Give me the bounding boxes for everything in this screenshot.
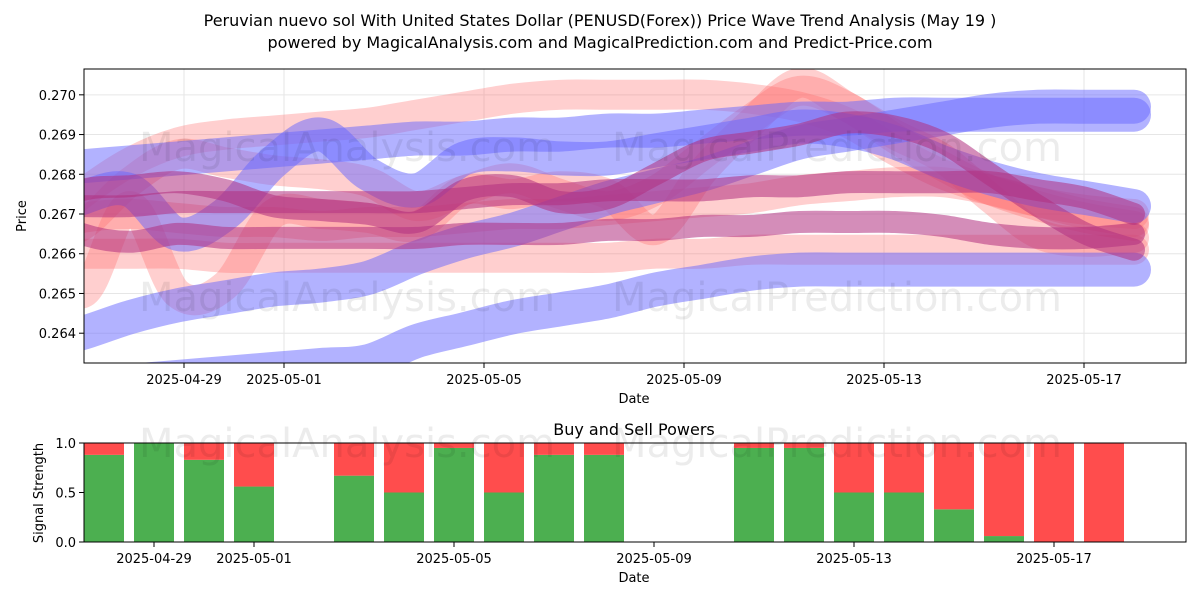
wave-purple-wave-a (84, 111, 1145, 261)
price-y-label: Price (15, 200, 30, 232)
power-x-ticks: 2025-04-29 2025-05-01 2025-05-05 2025-05-09… (116, 542, 1092, 567)
power-y-tick-label: 0.0 (55, 536, 76, 551)
power-x-tick-label: 2025-05-13 (816, 552, 892, 567)
price-x-ticks: 2025-04-29 2025-05-01 2025-05-05 2025-05-09… (146, 363, 1122, 388)
price-x-tick-label: 2025-05-17 (1046, 373, 1122, 388)
watermark-3: MagicalAnalysis.com (139, 275, 555, 321)
power-x-tick-label: 2025-05-05 (416, 552, 492, 567)
chart-title-line2: powered by MagicalAnalysis.com and Magic… (267, 33, 932, 52)
buy-bar (834, 492, 874, 542)
wave-blue-wave-bottom (139, 252, 1151, 363)
power-watermarks: MagicalAnalysis.com MagicalPrediction.co… (139, 421, 1062, 467)
buy-bar (434, 447, 474, 542)
wave-red-band-lower (84, 234, 1149, 274)
power-x-tick-label: 2025-04-29 (116, 552, 192, 567)
sell-bar (934, 443, 974, 510)
sell-bar (334, 443, 374, 476)
price-x-tick-label: 2025-05-13 (846, 373, 922, 388)
sell-bar (584, 443, 624, 455)
buy-bar (184, 459, 224, 542)
price-y-tick-label: 0.268 (39, 168, 76, 183)
sell-bar (384, 443, 424, 493)
buy-bar (84, 454, 124, 542)
sell-bar (484, 443, 524, 493)
power-title: Buy and Sell Powers (553, 420, 715, 439)
price-x-tick-label: 2025-05-05 (446, 373, 522, 388)
sell-bar (734, 443, 774, 448)
price-x-label: Date (618, 392, 649, 407)
price-x-tick-label: 2025-05-09 (646, 373, 722, 388)
price-y-tick-label: 0.264 (39, 327, 76, 342)
power-y-ticks: 0.0 0.5 1.0 (55, 437, 84, 551)
price-y-tick-label: 0.265 (39, 287, 76, 302)
sell-bar (84, 443, 124, 455)
price-y-ticks: 0.264 0.265 0.266 0.267 0.268 0.269 0.270 (39, 89, 84, 342)
buy-bar (784, 447, 824, 542)
buy-bar (134, 443, 174, 542)
power-y-tick-label: 0.5 (55, 487, 76, 502)
power-x-label: Date (618, 571, 649, 586)
power-y-tick-label: 1.0 (55, 437, 76, 452)
power-x-tick-label: 2025-05-17 (1016, 552, 1092, 567)
sell-bar (434, 443, 474, 448)
sell-bar (1034, 443, 1074, 542)
buy-bar (884, 492, 924, 542)
buy-bar (534, 454, 574, 542)
buy-bar (984, 536, 1024, 542)
price-y-tick-label: 0.269 (39, 129, 76, 144)
buy-bar (334, 475, 374, 542)
power-x-tick-label: 2025-05-09 (616, 552, 692, 567)
price-x-tick-label: 2025-04-29 (146, 373, 222, 388)
power-bars (84, 443, 1124, 542)
sell-bar (1084, 443, 1124, 542)
wave-purple-wave-b (84, 210, 1145, 253)
power-plot: Buy and Sell Powers MagicalAnalysis.com … (32, 420, 1187, 586)
power-y-label: Signal Strength (32, 443, 47, 543)
chart-title-line1: Peruvian nuevo sol With United States Do… (204, 11, 997, 30)
sell-bar (784, 443, 824, 448)
power-x-tick-label: 2025-05-01 (216, 552, 292, 567)
sell-bar (884, 443, 924, 493)
sell-bar (234, 443, 274, 487)
watermark-2: MagicalPrediction.com (612, 125, 1062, 171)
price-y-tick-label: 0.270 (39, 89, 76, 104)
price-x-tick-label: 2025-05-01 (246, 373, 322, 388)
wave-blue-wave-mid (84, 109, 1151, 252)
buy-bar (734, 447, 774, 542)
watermark-5: MagicalAnalysis.com (139, 421, 555, 467)
price-y-tick-label: 0.266 (39, 248, 76, 263)
sell-bar (184, 443, 224, 460)
watermark-6: MagicalPrediction.com (612, 421, 1062, 467)
price-plot: MagicalAnalysis.com MagicalPrediction.co… (15, 68, 1187, 407)
sell-bar (834, 443, 874, 493)
price-plot-frame (83, 68, 1187, 364)
buy-bar (584, 454, 624, 542)
buy-bar (934, 509, 974, 542)
buy-bar (484, 492, 524, 542)
sell-bar (984, 443, 1024, 537)
buy-bar (384, 492, 424, 542)
price-watermarks: MagicalAnalysis.com MagicalPrediction.co… (139, 125, 1062, 321)
sell-bar (534, 443, 574, 455)
price-waves (84, 69, 1151, 363)
watermark-4: MagicalPrediction.com (612, 275, 1062, 321)
buy-bar (234, 486, 274, 542)
watermark-1: MagicalAnalysis.com (139, 125, 555, 171)
price-y-tick-label: 0.267 (39, 208, 76, 223)
